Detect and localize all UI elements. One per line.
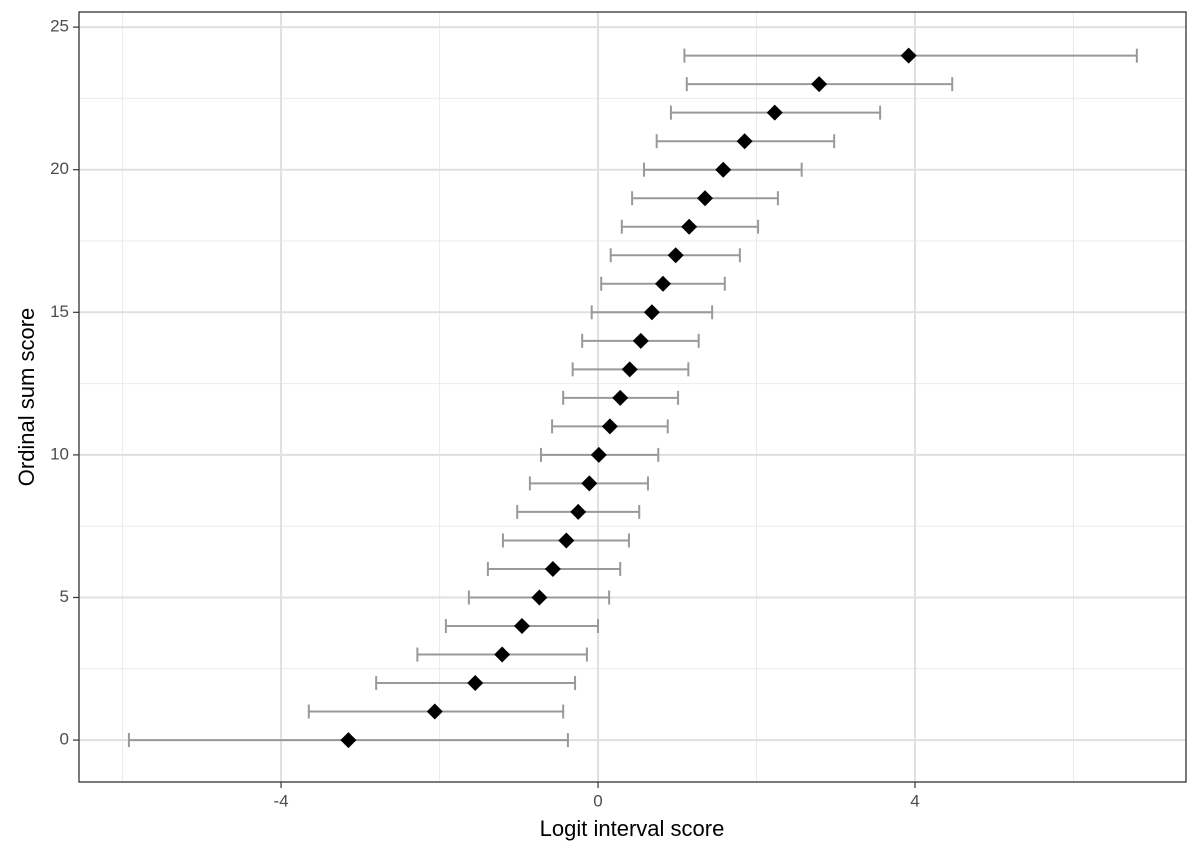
point [811,76,828,93]
point [570,503,587,520]
point [697,190,714,207]
y-axis-title: Ordinal sum score [14,308,39,487]
point [681,218,698,235]
point [601,418,618,435]
point [621,361,638,378]
point [715,161,732,178]
y-tick-label: 10 [50,444,69,463]
axes: -4 0 4 0 5 10 15 20 25 [50,17,920,811]
point [655,275,672,292]
point [558,532,575,549]
point [426,703,443,720]
marks [127,47,1138,749]
point [581,475,598,492]
point [612,389,629,406]
point [736,133,753,150]
y-tick-label: 15 [50,302,69,321]
x-tick-label: -4 [274,791,289,810]
point [544,560,561,577]
y-tick-label: 25 [50,17,69,36]
point [900,47,917,64]
point [513,618,530,635]
y-tick-label: 0 [60,730,69,749]
point [340,732,357,749]
y-tick-label: 20 [50,159,69,178]
point [494,646,511,663]
point [632,332,649,349]
point [667,247,684,264]
point [467,675,484,692]
point [590,446,607,463]
grid [79,12,1186,782]
x-tick-label: 0 [593,791,602,810]
panel-border [78,11,1187,783]
point [643,304,660,321]
x-axis-title: Logit interval score [540,816,725,841]
y-tick-label: 5 [60,587,69,606]
x-tick-label: 4 [910,791,919,810]
point [531,589,548,606]
point [766,104,783,121]
